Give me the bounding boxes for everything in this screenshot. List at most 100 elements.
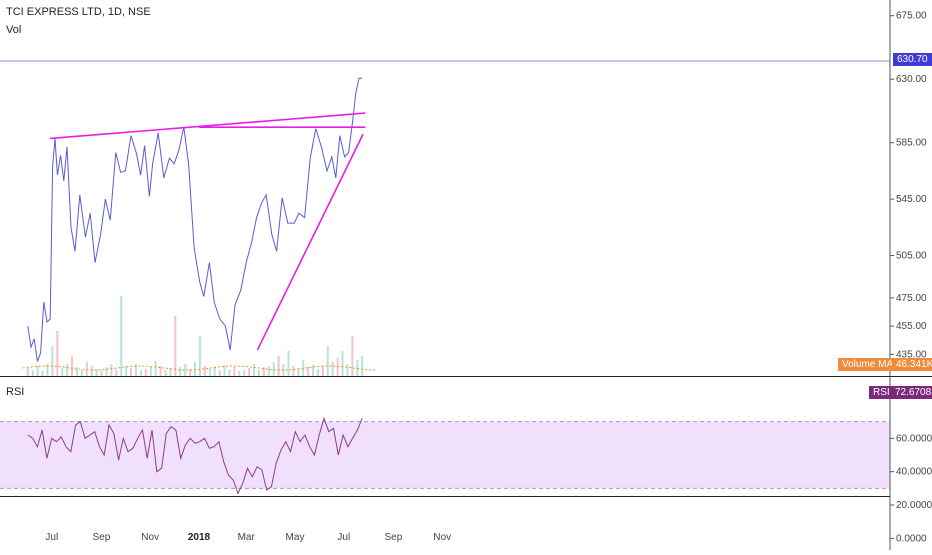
volume-bar [326,346,329,376]
volume-bar [26,368,29,376]
x-tick-label: Sep [385,532,403,543]
x-tick-label: May [286,532,305,543]
volume-bar [189,369,192,376]
volume-bar [46,364,49,376]
volume-bar [218,370,221,376]
volume-bar [174,316,177,376]
volume-bar [120,296,123,376]
volume-bar [213,367,216,376]
volume-bar [233,367,236,376]
volume-bar [139,370,142,376]
volume-bar [341,351,344,376]
volume-bar [36,366,39,376]
x-tick-label: Mar [238,532,256,543]
volume-bar [297,368,300,376]
price-tick-label: 455.00 [896,321,927,332]
volume-bar [203,366,206,376]
volume-bar [331,362,334,376]
x-tick-label: Jul [337,532,350,543]
volume-bar [80,370,83,376]
volume-bar [356,360,359,376]
x-tick-label: Nov [433,532,451,543]
volume-bar [223,365,226,376]
price-tick-label: 630.00 [896,74,927,85]
volume-bar [134,364,137,376]
price-tick-label: 675.00 [896,11,927,22]
volume-bar [346,364,349,376]
price-line [27,77,363,362]
volume-bar [336,358,339,376]
volume-bar [198,336,201,376]
volume-bar [321,366,324,376]
volume-bar [307,367,310,376]
rsi-band [0,421,890,489]
volume-ma-label: Volume MA [838,358,898,371]
x-tick-label: Jul [45,532,58,543]
volume-bar [267,366,270,376]
volume-bar [312,365,315,376]
volume-bar [149,367,152,376]
volume-bar [130,368,133,376]
rsi-tick-label: 40.0000 [896,467,932,478]
volume-bar [194,362,196,376]
x-tick-label: 2018 [188,532,211,543]
volume-bar [115,370,118,376]
volume-bar [248,368,251,376]
volume-bar [85,362,88,376]
volume-bar [95,369,98,376]
volume-bar [31,370,34,376]
volume-bar [164,370,167,376]
volume-bar [287,351,290,376]
volume-bar [169,368,172,376]
volume-bar [316,369,319,376]
volume-bar [144,369,147,376]
volume-bar [208,368,211,376]
vol-label: Vol [6,24,22,36]
volume-bar [66,364,69,376]
rsi-panel-label: RSI [6,386,25,398]
volume-bar [351,336,354,376]
trendline-1 [50,112,366,140]
symbol-title: TCI EXPRESS LTD, 1D, NSE [6,6,151,18]
volume-bar [105,367,108,376]
price-tick-label: 545.00 [896,194,927,205]
volume-bar [125,366,128,376]
volume-bar [243,370,246,376]
rsi-tag-label: RSI [869,386,894,399]
rsi-tick-label: 20.0000 [896,500,932,511]
rsi-tag-value: 72.6708 [891,386,932,399]
last-price-tag: 630.70 [893,53,932,66]
volume-ma-value: 46.341K [892,358,932,371]
rsi-tick-label: 0.0000 [896,533,927,544]
rsi-line [27,416,363,495]
x-tick-label: Sep [93,532,111,543]
volume-bar [292,366,295,376]
price-tick-label: 475.00 [896,293,927,304]
volume-bar [71,356,74,376]
rsi-tick-label: 60.0000 [896,433,932,444]
volume-bar [154,361,157,376]
volume-bar [110,364,113,376]
volume-bar [257,370,260,376]
volume-bar [179,367,182,376]
volume-bar [100,371,103,376]
price-tick-label: 585.00 [896,138,927,149]
x-tick-label: Nov [141,532,159,543]
volume-bar [238,371,241,376]
volume-bar [184,364,187,376]
volume-bar [361,356,364,376]
volume-bar [61,368,64,376]
volume-bar [41,371,44,376]
volume-bar [75,367,78,376]
volume-bar [253,364,256,376]
volume-bar [272,362,275,376]
volume-bar [228,369,231,376]
volume-bar [159,366,162,376]
price-tick-label: 435.00 [896,349,927,360]
volume-ma-line [22,365,378,371]
trendline-3 [256,133,364,351]
volume-bar [51,346,54,376]
volume-bar [56,331,59,376]
volume-bar [90,366,93,376]
